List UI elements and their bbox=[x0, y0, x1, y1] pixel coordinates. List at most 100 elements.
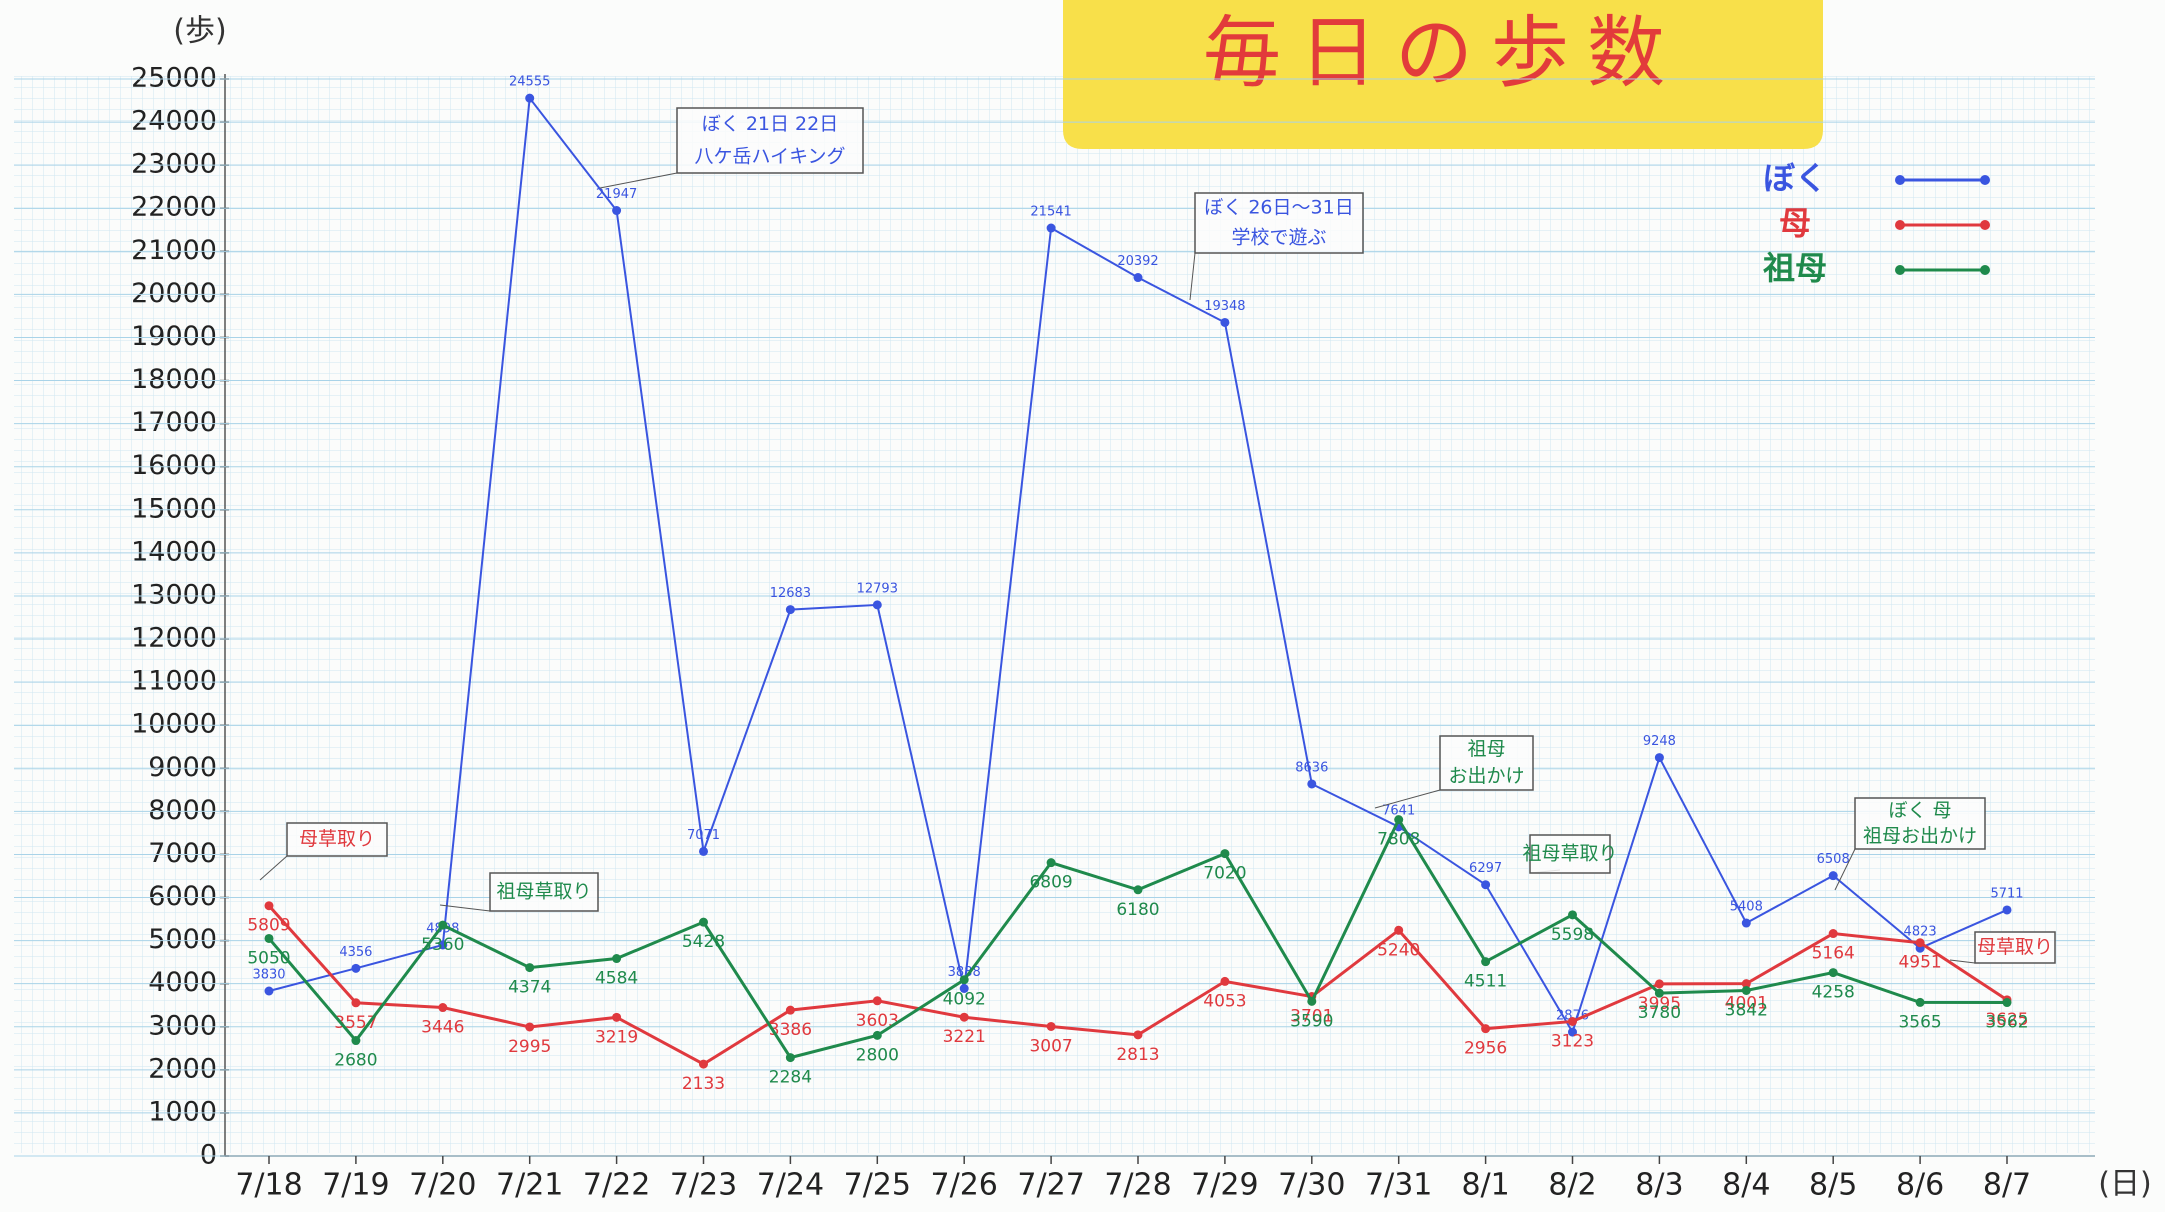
data-label: 6297 bbox=[1469, 861, 1502, 876]
x-tick-label: 8/5 bbox=[1809, 1168, 1857, 1203]
data-label: 19348 bbox=[1204, 299, 1245, 314]
data-label: 4258 bbox=[1812, 983, 1855, 1003]
point bbox=[612, 1013, 621, 1022]
point bbox=[265, 901, 274, 910]
data-label: 5164 bbox=[1812, 944, 1855, 964]
data-label: 8636 bbox=[1295, 760, 1328, 775]
point bbox=[2003, 905, 2012, 914]
data-label: 2800 bbox=[856, 1045, 899, 1065]
data-label: 3562 bbox=[1985, 1013, 2028, 1033]
legend-dot bbox=[1895, 175, 1905, 185]
data-label: 6180 bbox=[1116, 900, 1159, 920]
point bbox=[786, 605, 795, 614]
y-tick-label: 15000 bbox=[131, 493, 217, 524]
point bbox=[351, 1036, 360, 1045]
data-label: 6508 bbox=[1817, 852, 1850, 867]
x-tick-label: 7/21 bbox=[496, 1168, 563, 1203]
y-tick-label: 6000 bbox=[148, 881, 217, 912]
chart-title: 毎日の歩数 bbox=[1203, 8, 1683, 98]
point bbox=[1220, 977, 1229, 986]
data-label: 7808 bbox=[1377, 830, 1420, 850]
y-tick-label: 22000 bbox=[131, 192, 217, 223]
data-label: 3219 bbox=[595, 1027, 638, 1047]
point bbox=[1829, 871, 1838, 880]
x-tick-label: 7/26 bbox=[931, 1168, 998, 1203]
data-label: 5050 bbox=[247, 948, 290, 968]
data-label: 7020 bbox=[1203, 864, 1246, 884]
annotation-text: ぼく 母 bbox=[1888, 799, 1951, 821]
x-tick-label: 7/30 bbox=[1278, 1168, 1345, 1203]
x-tick-label: 7/28 bbox=[1104, 1168, 1171, 1203]
point bbox=[525, 1022, 534, 1031]
x-tick-label: 8/4 bbox=[1722, 1168, 1770, 1203]
data-label: 20392 bbox=[1117, 254, 1158, 269]
data-label: 4374 bbox=[508, 978, 551, 998]
data-label: 12683 bbox=[770, 586, 811, 601]
legend-label: ぼく bbox=[1763, 159, 1827, 197]
point bbox=[438, 1003, 447, 1012]
point bbox=[1394, 926, 1403, 935]
y-tick-label: 12000 bbox=[131, 623, 217, 654]
point bbox=[351, 964, 360, 973]
x-tick-label: 8/6 bbox=[1896, 1168, 1944, 1203]
point bbox=[1134, 885, 1143, 894]
y-tick-label: 23000 bbox=[131, 149, 217, 180]
data-label: 6809 bbox=[1029, 873, 1072, 893]
point bbox=[1394, 815, 1403, 824]
point bbox=[1220, 318, 1229, 327]
point bbox=[1047, 224, 1056, 233]
point bbox=[1655, 979, 1664, 988]
data-label: 2813 bbox=[1116, 1045, 1159, 1065]
point bbox=[1829, 929, 1838, 938]
annotation-text: ぼく 26日～31日 bbox=[1204, 197, 1353, 219]
y-tick-label: 3000 bbox=[148, 1010, 217, 1041]
data-label: 4053 bbox=[1203, 991, 1246, 1011]
y-tick-label: 10000 bbox=[131, 709, 217, 740]
x-tick-label: 7/27 bbox=[1017, 1168, 1084, 1203]
data-label: 2995 bbox=[508, 1037, 551, 1057]
data-label: 3007 bbox=[1029, 1036, 1072, 1056]
point bbox=[351, 998, 360, 1007]
x-tick-label: 8/3 bbox=[1635, 1168, 1683, 1203]
data-label: 24555 bbox=[509, 75, 550, 90]
data-label: 3123 bbox=[1551, 1031, 1594, 1051]
y-tick-label: 7000 bbox=[148, 838, 217, 869]
data-label: 5809 bbox=[247, 916, 290, 936]
point bbox=[699, 1060, 708, 1069]
y-tick-label: 18000 bbox=[131, 364, 217, 395]
x-tick-label: 7/29 bbox=[1191, 1168, 1258, 1203]
point bbox=[1655, 989, 1664, 998]
x-tick-label: 8/7 bbox=[1983, 1168, 2031, 1203]
data-label: 5598 bbox=[1551, 925, 1594, 945]
point bbox=[1047, 1022, 1056, 1031]
annotation-text: 祖母草取り bbox=[496, 881, 591, 903]
point bbox=[1481, 957, 1490, 966]
x-tick-label: 7/19 bbox=[322, 1168, 389, 1203]
point bbox=[1829, 968, 1838, 977]
x-tick-label: 8/1 bbox=[1461, 1168, 1509, 1203]
legend-dot bbox=[1980, 265, 1990, 275]
point bbox=[1134, 273, 1143, 282]
data-label: 7071 bbox=[687, 828, 720, 843]
data-label: 2680 bbox=[334, 1051, 377, 1071]
legend-dot bbox=[1980, 220, 1990, 230]
y-tick-label: 16000 bbox=[131, 450, 217, 481]
point bbox=[525, 94, 534, 103]
x-tick-label: 7/20 bbox=[409, 1168, 476, 1203]
data-label: 21541 bbox=[1030, 205, 1071, 220]
data-label: 3565 bbox=[1898, 1012, 1941, 1032]
point bbox=[438, 921, 447, 930]
point bbox=[1568, 910, 1577, 919]
data-label: 5428 bbox=[682, 932, 725, 952]
data-label: 5408 bbox=[1730, 900, 1763, 915]
x-tick-label: 8/2 bbox=[1548, 1168, 1596, 1203]
data-label: 4356 bbox=[339, 945, 372, 960]
y-tick-label: 11000 bbox=[131, 666, 217, 697]
point bbox=[960, 975, 969, 984]
annotation-text: お出かけ bbox=[1448, 765, 1524, 787]
data-label: 3842 bbox=[1725, 1000, 1768, 1020]
y-tick-label: 20000 bbox=[131, 278, 217, 309]
point bbox=[612, 206, 621, 215]
point bbox=[1481, 880, 1490, 889]
y-tick-label: 25000 bbox=[131, 63, 217, 94]
